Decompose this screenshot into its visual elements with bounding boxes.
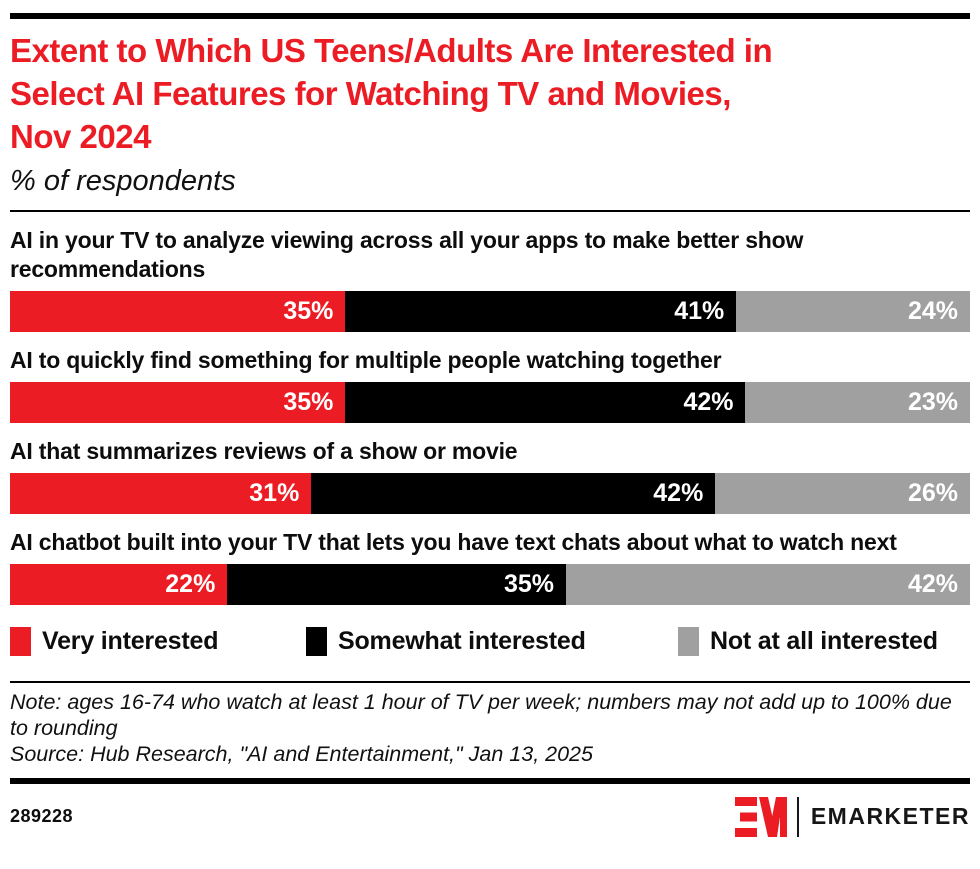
chart-legend: Very interested Somewhat interested Not at… [10,627,970,659]
bar-value-label: 22% [165,570,216,598]
stacked-bar: 22% 35% 42% [10,564,970,605]
chart-id: 289228 [10,806,74,826]
bar-segment-very-interested: 35% [10,291,346,332]
chart-page: Extent to Which US Teens/Adults Are Inte… [0,13,980,869]
logo-divider [796,796,799,837]
legend-item-not-at-all-interested: Not at all interested [678,627,938,656]
bar-segment-very-interested: 35% [10,382,346,423]
footnote: Note: ages 16-74 who watch at least 1 ho… [10,690,970,768]
bar-value-label: 42% [907,570,958,598]
legend-swatch-very-interested [10,627,31,656]
bar-segment-not-at-all-interested: 42% [566,564,970,605]
bar-group: AI in your TV to analyze viewing across … [10,226,971,332]
bar-segment-somewhat-interested: 35% [227,564,566,605]
legend-item-somewhat-interested: Somewhat interested [306,627,586,656]
bottom-rule [10,777,970,784]
page-title-line: Nov 2024 [10,118,151,155]
stacked-bar: 31% 42% 26% [10,473,970,514]
legend-swatch-somewhat-interested [306,627,327,656]
source-text: Source: Hub Research, "AI and Entertainm… [10,742,593,766]
footer: 289228 EMARKETER [10,796,970,837]
brand-logo: EMARKETER [734,796,970,837]
bar-category-label: AI in your TV to analyze viewing across … [10,227,804,282]
bar-value-label: 42% [683,388,734,416]
stacked-bar: 35% 41% 24% [10,291,971,332]
header-divider [10,210,970,212]
bar-segment-not-at-all-interested: 24% [736,291,971,332]
bar-value-label: 35% [283,297,334,325]
bar-segment-somewhat-interested: 41% [345,291,737,332]
page-title-line: Select AI Features for Watching TV and M… [10,75,731,112]
bar-segment-very-interested: 22% [10,564,228,605]
bar-segment-somewhat-interested: 42% [311,473,716,514]
bar-value-label: 35% [503,570,554,598]
top-rule [10,13,970,19]
page-title: Extent to Which US Teens/Adults Are Inte… [10,29,970,158]
bar-group: AI that summarizes reviews of a show or … [10,437,970,514]
note-text: Note: ages 16-74 who watch at least 1 ho… [10,690,952,740]
bar-segment-somewhat-interested: 42% [345,382,746,423]
bar-segment-not-at-all-interested: 26% [715,473,970,514]
bar-value-label: 41% [674,297,725,325]
chart-subtitle: % of respondents [10,165,236,197]
emarketer-logo-icon [734,796,787,837]
bar-value-label: 23% [907,388,958,416]
legend-label: Not at all interested [710,627,938,655]
footnote-divider [10,681,970,683]
bar-value-label: 26% [907,479,958,507]
bar-value-label: 31% [249,479,300,507]
bar-category-label: AI chatbot built into your TV that lets … [10,529,897,555]
legend-item-very-interested: Very interested [10,627,218,656]
page-title-line: Extent to Which US Teens/Adults Are Inte… [10,32,773,69]
stacked-bar-chart: AI in your TV to analyze viewing across … [10,226,971,605]
bar-segment-not-at-all-interested: 23% [745,382,970,423]
bar-category-label: AI that summarizes reviews of a show or … [10,438,518,464]
bar-value-label: 35% [283,388,334,416]
bar-value-label: 42% [653,479,704,507]
stacked-bar: 35% 42% 23% [10,382,970,423]
bar-group: AI to quickly find something for multipl… [10,346,970,423]
legend-label: Somewhat interested [338,627,586,655]
legend-label: Very interested [42,627,219,655]
bar-value-label: 24% [907,297,959,325]
bar-group: AI chatbot built into your TV that lets … [10,528,970,605]
brand-name: EMARKETER [810,803,970,829]
bar-category-label: AI to quickly find something for multipl… [10,347,722,373]
legend-swatch-not-at-all-interested [678,627,699,656]
bar-segment-very-interested: 31% [10,473,312,514]
